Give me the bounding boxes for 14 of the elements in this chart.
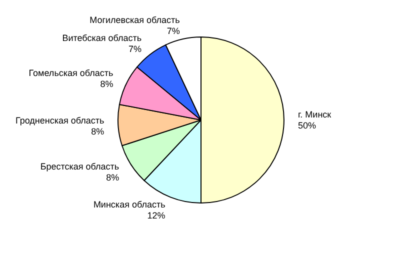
data-label: 12% [147,210,166,221]
slice-label: Минская область [93,200,166,210]
slice-label: Гомельская область [28,68,114,78]
slice-label: Могилевская область [90,14,180,25]
data-label: 50% [298,120,316,130]
slice-label: Витебская область [62,32,142,43]
data-label: 8% [100,79,114,90]
data-label: 8% [91,126,104,137]
data-label: 7% [166,26,180,36]
data-label: 7% [128,44,142,54]
data-label: 8% [106,172,120,182]
slice-label: Брестская область [40,161,120,172]
slice-label: г. Минск [298,110,332,120]
slice-label: Гродненская область [15,116,104,126]
